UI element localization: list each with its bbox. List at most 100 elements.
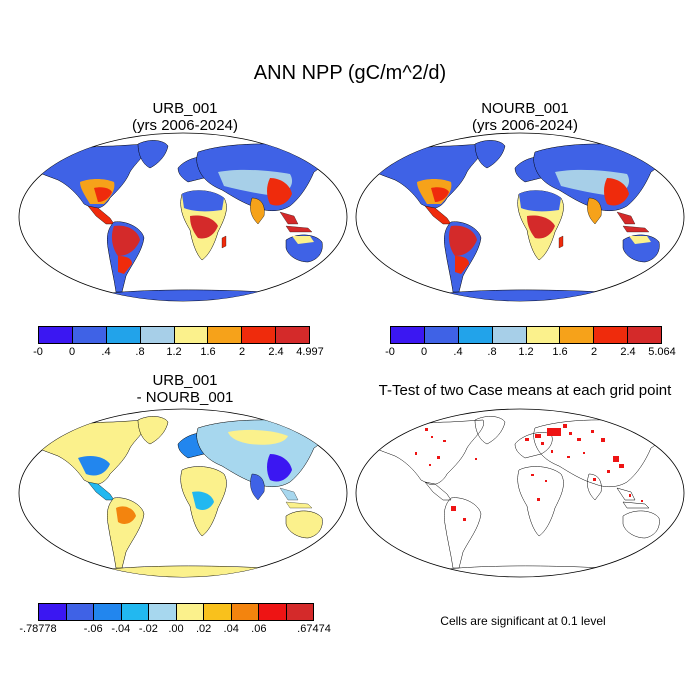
land-indonesia xyxy=(285,225,313,233)
land-greenland xyxy=(137,416,169,445)
land-se-asia xyxy=(279,211,299,225)
map-nourb xyxy=(355,132,685,302)
urb-tick-label: 4.997 xyxy=(296,346,324,358)
outline-greenland xyxy=(474,416,506,445)
diff-tick-label: .67474 xyxy=(297,623,331,635)
urb-swatch-6 xyxy=(242,327,277,343)
urb-tick-label: -0 xyxy=(33,346,43,358)
panel-4-title: T-Test of two Case means at each grid po… xyxy=(350,382,700,399)
significance-note: Cells are significant at 0.1 level xyxy=(440,614,606,628)
panel-1-title-line2: (yrs 2006-2024) xyxy=(132,117,238,134)
map-diff xyxy=(18,408,348,578)
land-north-america xyxy=(35,419,147,485)
map-urb-svg xyxy=(18,132,348,302)
nourb-tick-label: -0 xyxy=(385,346,395,358)
diff-swatch-6 xyxy=(204,604,232,620)
diff-swatch-7 xyxy=(231,604,259,620)
diff-tick-label: .06 xyxy=(251,623,267,635)
land-indonesia xyxy=(622,225,650,233)
colorbar-nourb xyxy=(390,326,662,344)
map-urb xyxy=(18,132,348,302)
land-india xyxy=(250,197,265,225)
land-madagascar xyxy=(221,235,227,249)
urb-tick-label: .8 xyxy=(135,346,145,358)
urb-tick-label: 2 xyxy=(238,346,246,358)
diff-tick-label: -.06 xyxy=(83,623,103,635)
urb-swatch-4 xyxy=(174,327,209,343)
diff-tick-label: -.02 xyxy=(138,623,158,635)
nourb-swatch-6 xyxy=(594,327,629,343)
land-na-patches xyxy=(78,456,110,476)
diff-swatch-5 xyxy=(176,604,204,620)
land-amazon xyxy=(111,225,140,256)
nourb-swatch-7 xyxy=(628,327,661,343)
colorbar-diff-labels: -.78778 -.06 -.04 -.02 .00 .02 .04 .06 .67474 xyxy=(19,623,330,637)
land-north-america xyxy=(35,143,147,209)
nourb-tick-label: 1.2 xyxy=(518,346,534,358)
urb-tick-label: 2.4 xyxy=(268,346,284,358)
colorbar-urb xyxy=(38,326,310,344)
outline-north-america xyxy=(372,419,484,485)
nourb-swatch-0 xyxy=(391,327,425,343)
urb-swatch-7 xyxy=(276,327,309,343)
land-se-asia xyxy=(616,211,636,225)
map-diff-svg xyxy=(18,408,348,578)
diff-swatch-3 xyxy=(121,604,149,620)
panel-4-title-line1: T-Test of two Case means at each grid po… xyxy=(378,382,672,399)
land-east-asia xyxy=(267,178,292,206)
urb-swatch-3 xyxy=(140,327,175,343)
land-east-asia xyxy=(267,454,292,482)
urb-tick-label: 0 xyxy=(68,346,76,358)
land-north-america xyxy=(372,143,484,209)
panel-1-title-line1: URB_001 xyxy=(152,100,218,117)
nourb-tick-label: 0 xyxy=(420,346,428,358)
nourb-tick-label: 2 xyxy=(590,346,598,358)
figure-title: ANN NPP (gC/m^2/d) xyxy=(253,62,447,84)
land-sa-south xyxy=(455,256,469,274)
land-greenland xyxy=(137,140,169,169)
land-greenland xyxy=(474,140,506,169)
outline-se-asia xyxy=(616,487,636,501)
nourb-tick-label: 5.064 xyxy=(648,346,676,358)
land-amazon xyxy=(448,225,477,256)
outline-indonesia xyxy=(622,501,650,509)
colorbar-nourb-labels: -0 0 .4 .8 1.2 1.6 2 2.4 5.064 xyxy=(385,346,676,360)
outline-africa xyxy=(517,466,564,537)
diff-swatch-9 xyxy=(286,604,313,620)
panel-2-title-line2: (yrs 2006-2024) xyxy=(472,117,578,134)
diff-tick-label: .04 xyxy=(223,623,239,635)
land-madagascar xyxy=(558,235,564,249)
colorbar-diff xyxy=(38,603,314,621)
colorbar-urb-labels: -0 0 .4 .8 1.2 1.6 2 2.4 4.997 xyxy=(33,346,324,360)
land-australia xyxy=(285,510,323,539)
panel-2-title: NOURB_001 (yrs 2006-2024) xyxy=(360,100,690,134)
nourb-tick-label: .4 xyxy=(453,346,463,358)
land-india xyxy=(587,197,602,225)
land-north-america-se xyxy=(431,187,449,202)
nourb-swatch-3 xyxy=(492,327,527,343)
diff-tick-label: -.78778 xyxy=(19,623,57,635)
urb-swatch-0 xyxy=(39,327,73,343)
land-indonesia xyxy=(285,501,313,509)
diff-swatch-0 xyxy=(39,604,67,620)
land-north-america-se xyxy=(94,187,112,202)
urb-tick-label: .4 xyxy=(101,346,111,358)
panel-3-title-line1: URB_001 xyxy=(152,372,218,389)
nourb-tick-label: 1.6 xyxy=(552,346,568,358)
urb-tick-label: 1.6 xyxy=(200,346,216,358)
panel-1-title: URB_001 (yrs 2006-2024) xyxy=(20,100,350,134)
land-central-africa xyxy=(527,215,555,239)
diff-tick-label: -.04 xyxy=(111,623,131,635)
map-nourb-svg xyxy=(355,132,685,302)
land-australia-north xyxy=(292,236,314,244)
outline-india xyxy=(587,473,602,501)
urb-swatch-2 xyxy=(106,327,141,343)
map-ttest xyxy=(355,408,685,578)
nourb-swatch-2 xyxy=(458,327,493,343)
urb-tick-label: 1.2 xyxy=(166,346,182,358)
land-asia-patches xyxy=(228,429,288,445)
nourb-swatch-5 xyxy=(560,327,595,343)
diff-swatch-8 xyxy=(259,604,287,620)
land-east-asia xyxy=(604,178,629,206)
significance-cells xyxy=(415,424,654,521)
